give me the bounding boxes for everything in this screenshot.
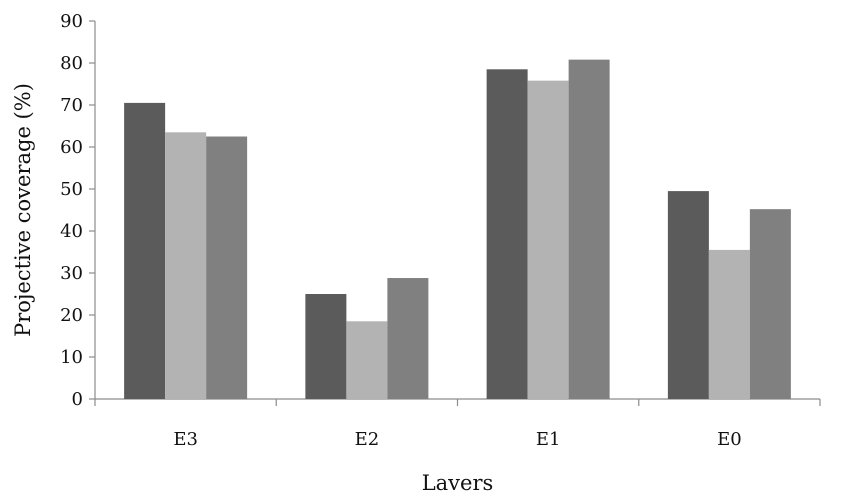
- bar-E1-series-1: [486, 69, 528, 400]
- y-tick-label: 0: [72, 389, 83, 410]
- y-tick-label: 10: [60, 347, 83, 368]
- y-tick-label: 50: [60, 179, 83, 200]
- bar-E3-series-3: [206, 136, 248, 399]
- x-tick-label: E1: [536, 429, 561, 450]
- bar-E0-series-1: [667, 191, 709, 399]
- x-tick-label: E0: [717, 429, 742, 450]
- x-axis: E3 E2 E1 E0: [94, 398, 821, 450]
- y-tick-label: 60: [60, 137, 83, 158]
- y-tick-label: 80: [60, 53, 83, 74]
- y-tick-label: 40: [60, 221, 83, 242]
- bar-E1-series-2: [527, 80, 569, 399]
- y-tick-label: 30: [60, 263, 83, 284]
- x-tick-label: E2: [355, 429, 380, 450]
- bar-E2-series-3: [387, 278, 429, 399]
- y-tick-label: 20: [60, 305, 83, 326]
- x-axis-title: Lavers: [422, 471, 494, 495]
- bar-E0-series-2: [708, 249, 750, 399]
- y-axis: 0 10 20 30 40 50 60 70 80 90: [60, 11, 96, 410]
- y-axis-title: Projective coverage (%): [11, 83, 35, 337]
- bar-E2-series-2: [346, 321, 388, 399]
- bar-E3-series-2: [165, 132, 207, 400]
- bar-E3-series-1: [124, 102, 166, 400]
- y-tick-label: 70: [60, 95, 83, 116]
- bar-E2-series-1: [305, 294, 347, 399]
- bar-E1-series-3: [568, 59, 610, 399]
- x-tick-label: E3: [173, 429, 198, 450]
- bar-E0-series-3: [749, 209, 791, 399]
- y-tick-label: 90: [60, 11, 83, 32]
- bars: [124, 59, 791, 400]
